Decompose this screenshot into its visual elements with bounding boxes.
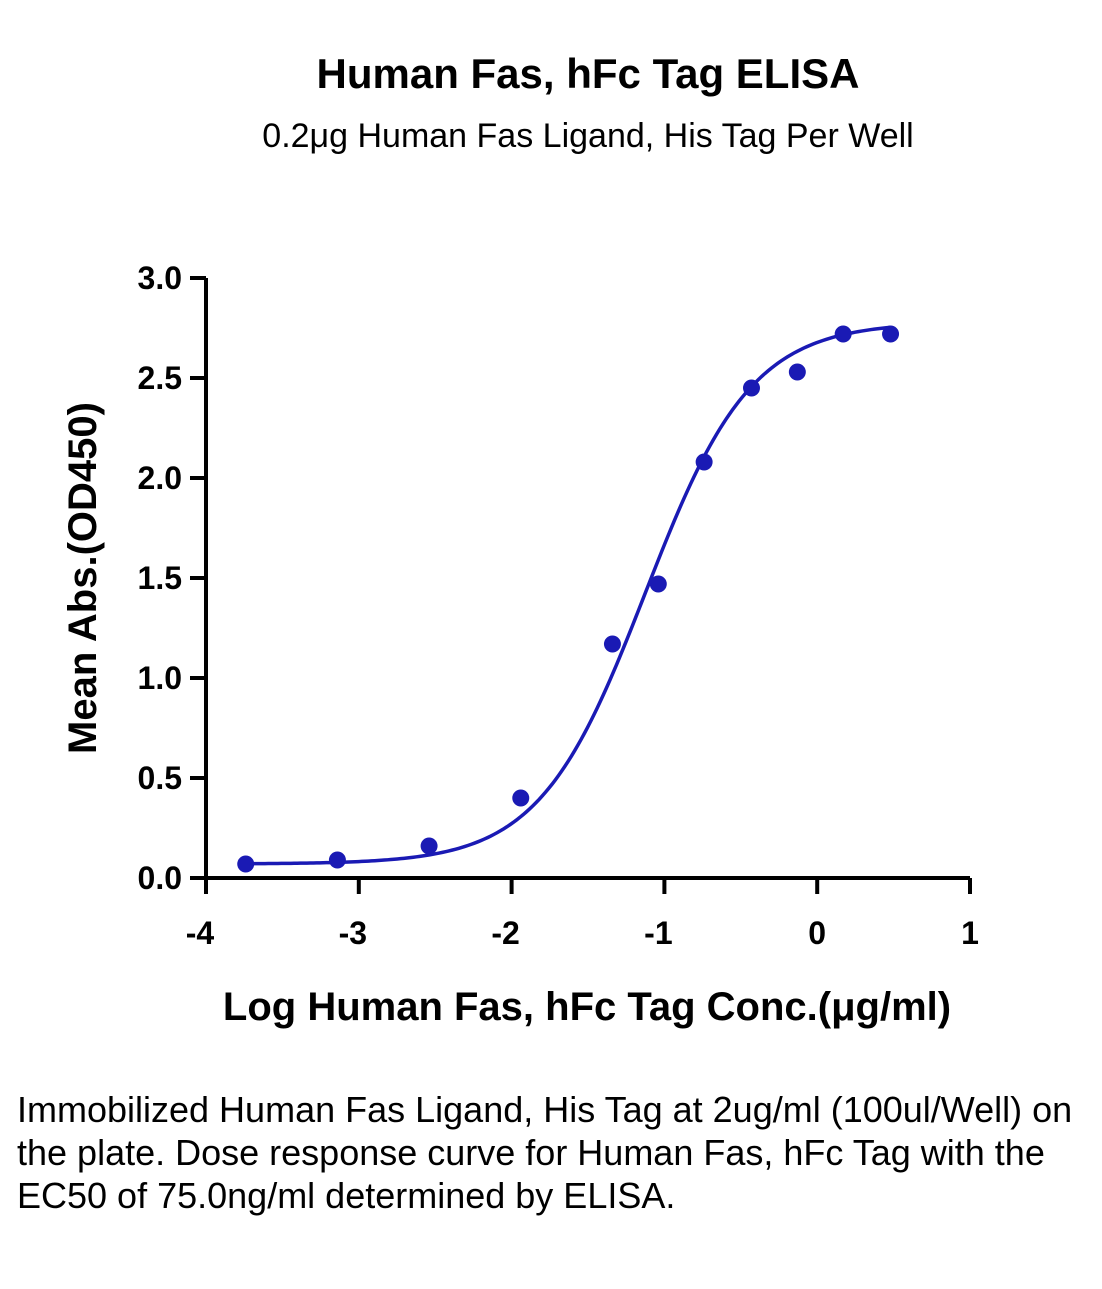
y-axis-title: Mean Abs.(OD450) bbox=[61, 402, 105, 754]
data-point bbox=[237, 855, 255, 873]
data-point bbox=[420, 837, 438, 855]
data-point bbox=[695, 453, 713, 471]
y-tick-label: 2.5 bbox=[138, 360, 182, 396]
x-tick-label: -3 bbox=[339, 915, 367, 951]
data-points bbox=[237, 325, 900, 873]
fit-curve bbox=[245, 325, 891, 866]
data-point bbox=[328, 851, 346, 869]
x-tick-label: 0 bbox=[808, 915, 826, 951]
x-axis: -4 -3 -2 -1 0 1 bbox=[186, 876, 979, 951]
data-point bbox=[788, 363, 806, 381]
x-tick-label: -1 bbox=[644, 915, 672, 951]
x-tick-label: -4 bbox=[186, 915, 215, 951]
elisa-chart: 0.0 0.5 1.0 1.5 2.0 2.5 3.0 -4 -3 -2 -1 0 1 Mean Ab… bbox=[61, 260, 979, 1029]
y-tick-label: 3.0 bbox=[138, 260, 182, 296]
y-axis: 0.0 0.5 1.0 1.5 2.0 2.5 3.0 bbox=[138, 260, 208, 896]
data-point bbox=[649, 575, 667, 593]
y-tick-label: 0.0 bbox=[138, 860, 182, 896]
data-point bbox=[834, 325, 852, 343]
x-tick-label: -2 bbox=[491, 915, 519, 951]
data-point bbox=[512, 789, 530, 807]
data-point bbox=[882, 325, 900, 343]
y-tick-label: 1.5 bbox=[138, 560, 182, 596]
y-tick-label: 1.0 bbox=[138, 660, 182, 696]
chart-title: Human Fas, hFc Tag ELISA bbox=[316, 50, 860, 97]
figure-caption: Immobilized Human Fas Ligand, His Tag at… bbox=[17, 1089, 1073, 1216]
chart-subtitle: 0.2μg Human Fas Ligand, His Tag Per Well bbox=[262, 117, 914, 155]
data-point bbox=[603, 635, 621, 653]
y-tick-label: 2.0 bbox=[138, 460, 182, 496]
x-axis-title: Log Human Fas, hFc Tag Conc.(μg/ml) bbox=[223, 985, 951, 1029]
x-tick-label: 1 bbox=[961, 915, 979, 951]
data-point bbox=[742, 379, 760, 397]
y-tick-label: 0.5 bbox=[138, 760, 182, 796]
